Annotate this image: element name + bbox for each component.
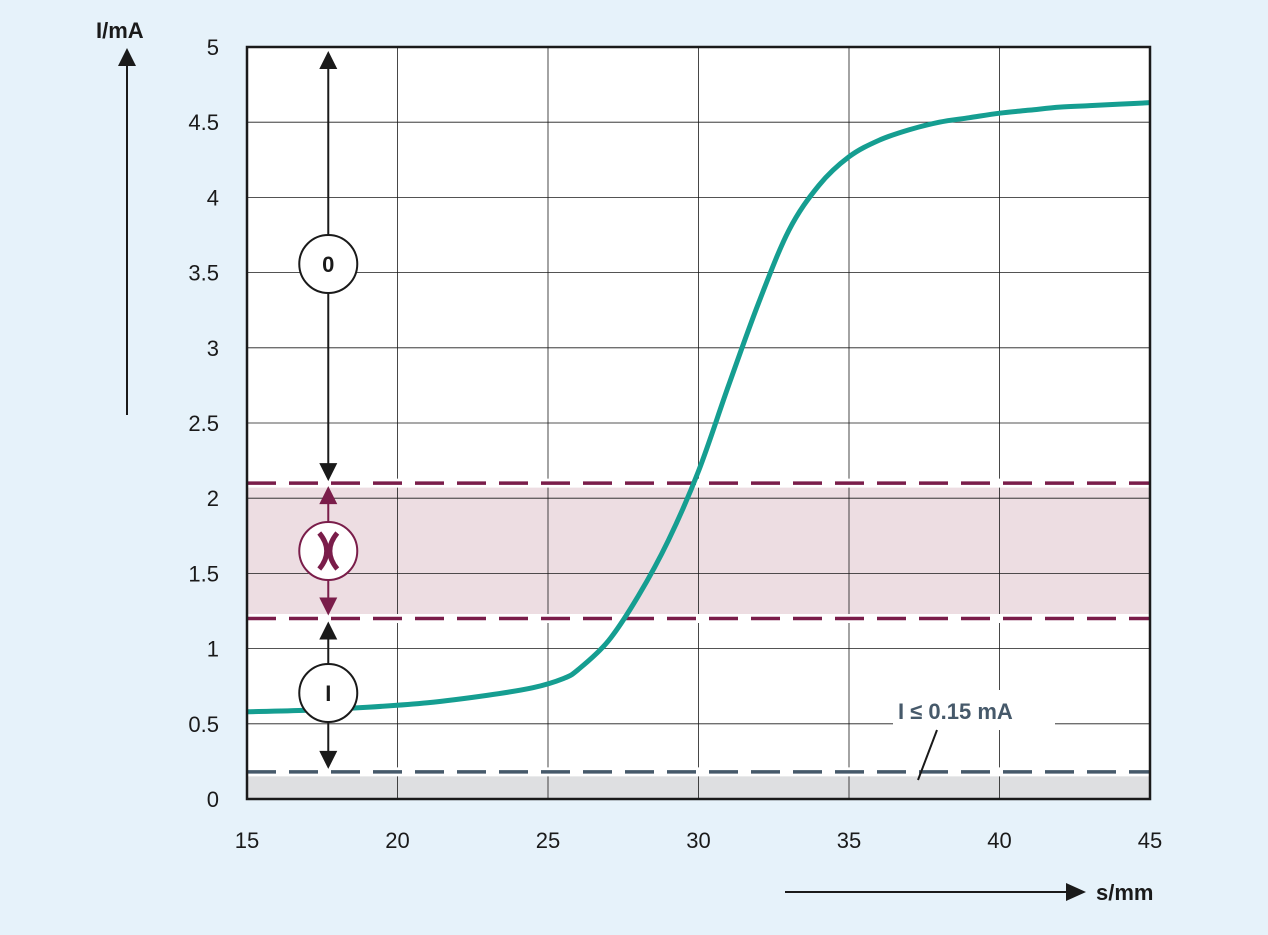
state-markers: 0I (298, 51, 359, 769)
state-zero-arrow-down-icon (319, 463, 338, 482)
threshold-annotation-label: I ≤ 0.15 mA (898, 699, 1013, 724)
y-tick-label: 1.5 (188, 561, 219, 586)
x-axis-arrow-icon (1066, 883, 1086, 901)
y-tick-label: 4.5 (188, 110, 219, 135)
y-axis-title: I/mA (96, 18, 144, 43)
y-tick-label: 5 (207, 35, 219, 60)
y-tick-label: 3 (207, 336, 219, 361)
y-tick-label: 3.5 (188, 261, 219, 286)
x-tick-label: 20 (385, 828, 409, 853)
state-undefined-glyph-left (317, 531, 330, 571)
state-zero-arrow-up-icon (319, 51, 338, 69)
state-zero-icon (298, 234, 359, 294)
state-one-icon (298, 663, 359, 723)
annotations: I ≤ 0.15 mA (893, 690, 1055, 781)
bands (247, 478, 1150, 777)
y-tick-label: 0 (207, 787, 219, 812)
state-zero-label: 0 (322, 252, 334, 277)
state-undefined-glyph-right (327, 531, 340, 571)
y-axis-arrow-icon (118, 48, 136, 66)
y-tick-label: 4 (207, 185, 219, 210)
y-tick-label: 2.5 (188, 411, 219, 436)
state-one-arrow-up-icon (319, 621, 338, 640)
x-tick-label: 35 (837, 828, 861, 853)
threshold-annotation-leader (917, 729, 938, 781)
x-tick-label: 15 (235, 828, 259, 853)
x-tick-label: 30 (686, 828, 710, 853)
x-tick-label: 40 (987, 828, 1011, 853)
threshold-annotation-background (893, 690, 1055, 730)
y-tick-label: 1 (207, 637, 219, 662)
x-tick-label: 25 (536, 828, 560, 853)
plot-frame (245, 45, 1152, 801)
x-axis-title: s/mm (1096, 880, 1153, 905)
current-curve (247, 100, 1150, 715)
series (247, 100, 1150, 715)
grid (246, 46, 1151, 800)
y-tick-label: 0.5 (188, 712, 219, 737)
state-one-label: I (325, 681, 331, 706)
plot-frame-border (245, 45, 1152, 801)
state-one-arrow-down-icon (319, 750, 338, 769)
axis-titles: I/mA s/mm (96, 18, 1153, 905)
state-undefined-arrow-down-icon (319, 597, 338, 616)
x-tick-label: 45 (1138, 828, 1162, 853)
state-undefined-arrow-up-icon (319, 486, 338, 505)
y-tick-label: 2 (207, 486, 219, 511)
tick-labels: 15 20 25 30 35 40 45 0 0.5 1 1.5 2 2.5 3 3.5 4 4.5 5 (188, 35, 1162, 853)
